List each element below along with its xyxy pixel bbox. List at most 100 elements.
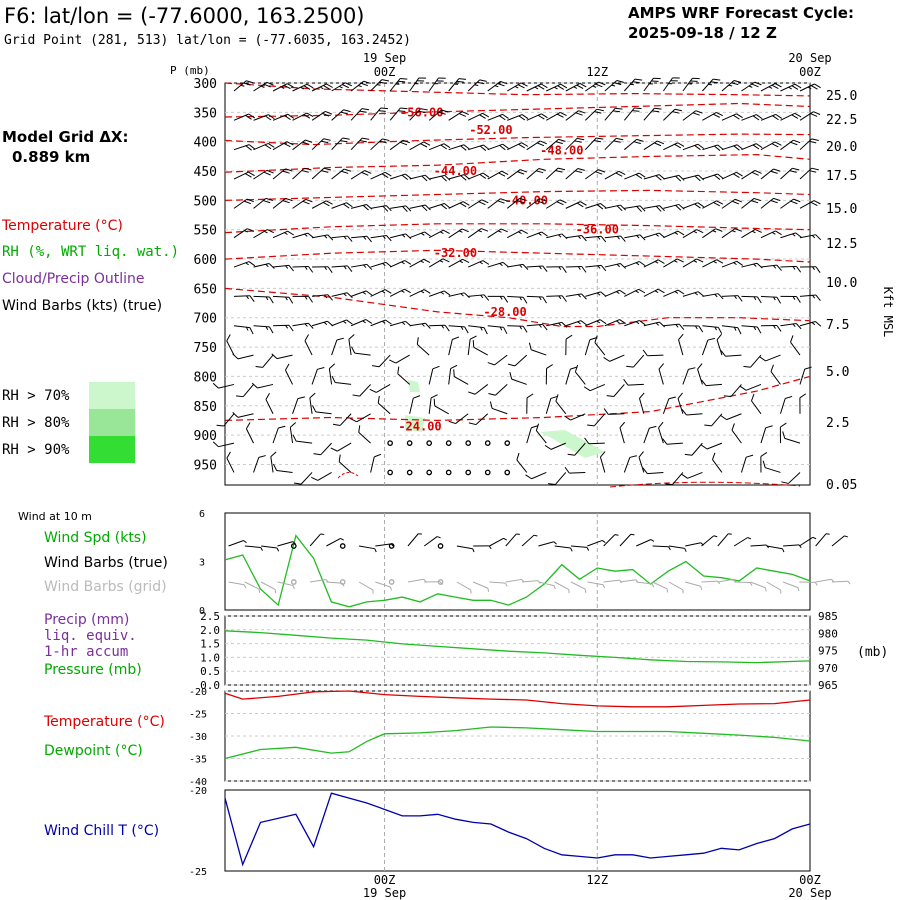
wind-barb (370, 107, 388, 121)
barb-feather (736, 171, 743, 177)
barb-feather (775, 230, 782, 236)
wind-barb (565, 201, 587, 209)
barb-staff (233, 80, 247, 92)
barb-feather (701, 379, 707, 386)
wind-barb (663, 258, 684, 268)
barb-feather (642, 467, 648, 474)
barb-feather (400, 78, 408, 80)
wind-barb (331, 292, 353, 299)
wind-barb (487, 198, 508, 209)
barb-staff (475, 413, 489, 425)
barb-feather (285, 197, 293, 202)
wind-barb (389, 173, 412, 180)
barb-staff (429, 174, 445, 180)
barb-feather (556, 201, 564, 206)
wind-barb (594, 335, 606, 356)
barb-feather (519, 169, 528, 173)
barb-feather (482, 172, 490, 178)
barb-feather (672, 111, 680, 114)
wind-barb (216, 413, 235, 427)
barb-staff (741, 143, 757, 151)
barb-half-feather (553, 541, 557, 545)
barb-feather (620, 204, 626, 211)
barb-staff (647, 354, 664, 357)
barb-feather (342, 137, 350, 140)
barb-half-feather (749, 582, 753, 586)
barb-feather (325, 200, 333, 205)
wind-barb-grid (570, 581, 587, 593)
barb-staff (760, 113, 776, 121)
barb-feather (374, 453, 382, 458)
barb-staff (233, 171, 249, 180)
barb-half-feather (684, 548, 687, 552)
barb-feather (692, 77, 700, 80)
wind-barb (488, 384, 508, 396)
wind-barb (429, 174, 451, 182)
barb-feather (350, 418, 357, 423)
wind-barb (253, 455, 266, 473)
barb-half-feather (505, 582, 508, 587)
barb-feather (438, 77, 446, 79)
barb-half-feather (401, 321, 406, 326)
barb-feather (463, 292, 470, 299)
barb-staff (721, 325, 738, 329)
pressure-y-tick: 985 (818, 610, 838, 623)
barb-feather (544, 445, 552, 450)
barb-feather (657, 288, 665, 294)
barb-staff (350, 290, 367, 297)
barb-half-feather (732, 230, 736, 233)
barb-half-feather (714, 326, 717, 331)
barb-half-feather (265, 326, 269, 330)
calm-circle (290, 543, 297, 549)
barb-feather (581, 235, 587, 242)
barb-half-feather (376, 84, 381, 86)
barb-feather (613, 140, 621, 143)
barb-feather (340, 111, 349, 115)
barb-half-feather (343, 236, 347, 240)
barb-staff (375, 581, 391, 588)
barb-staff (331, 339, 338, 356)
height-tick-label: 7.5 (826, 318, 849, 333)
barb-feather (265, 197, 274, 202)
barb-half-feather (814, 582, 818, 586)
barb-feather (811, 138, 819, 142)
barb-feather (232, 412, 239, 418)
barb-feather (462, 201, 470, 206)
wind-barb-grid (587, 581, 606, 589)
barb-half-feather (666, 588, 669, 593)
wind-barb (678, 333, 684, 356)
barb-staff (409, 322, 426, 327)
wind-barb (265, 392, 274, 414)
wind-barb (799, 234, 822, 241)
wind-barb (584, 437, 605, 445)
barb-feather (795, 232, 802, 238)
barb-feather (288, 324, 294, 332)
barb-feather (483, 144, 490, 150)
barb-feather (361, 171, 369, 176)
top-time-label: 12Z (586, 65, 608, 79)
wind-barb (604, 204, 626, 212)
barb-half-feather (635, 262, 640, 266)
isotherm-line (224, 133, 811, 146)
barb-feather (500, 198, 508, 202)
wind-barb (741, 262, 763, 269)
barb-feather (297, 396, 305, 400)
barb-half-feather (602, 584, 606, 589)
pressure-line (224, 630, 811, 664)
barb-half-feather (374, 548, 377, 553)
barb-staff (799, 294, 816, 297)
barb-feather (327, 294, 333, 301)
barb-feather (638, 172, 646, 178)
wind-speed-line (224, 534, 811, 608)
barb-feather (497, 200, 505, 204)
barb-feather (619, 319, 626, 325)
wind-barb (253, 325, 274, 334)
page-title: F6: lat/lon = (-77.6000, 163.2500) (4, 4, 365, 28)
barb-feather (717, 327, 723, 334)
barb-feather (345, 82, 353, 87)
barb-feather (639, 392, 645, 399)
barb-feather (249, 295, 255, 302)
barb-feather (440, 144, 447, 150)
barb-feather (347, 265, 353, 272)
barb-feather (799, 393, 807, 399)
